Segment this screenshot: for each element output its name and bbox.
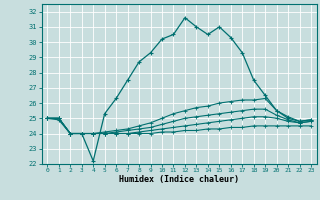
X-axis label: Humidex (Indice chaleur): Humidex (Indice chaleur) bbox=[119, 175, 239, 184]
